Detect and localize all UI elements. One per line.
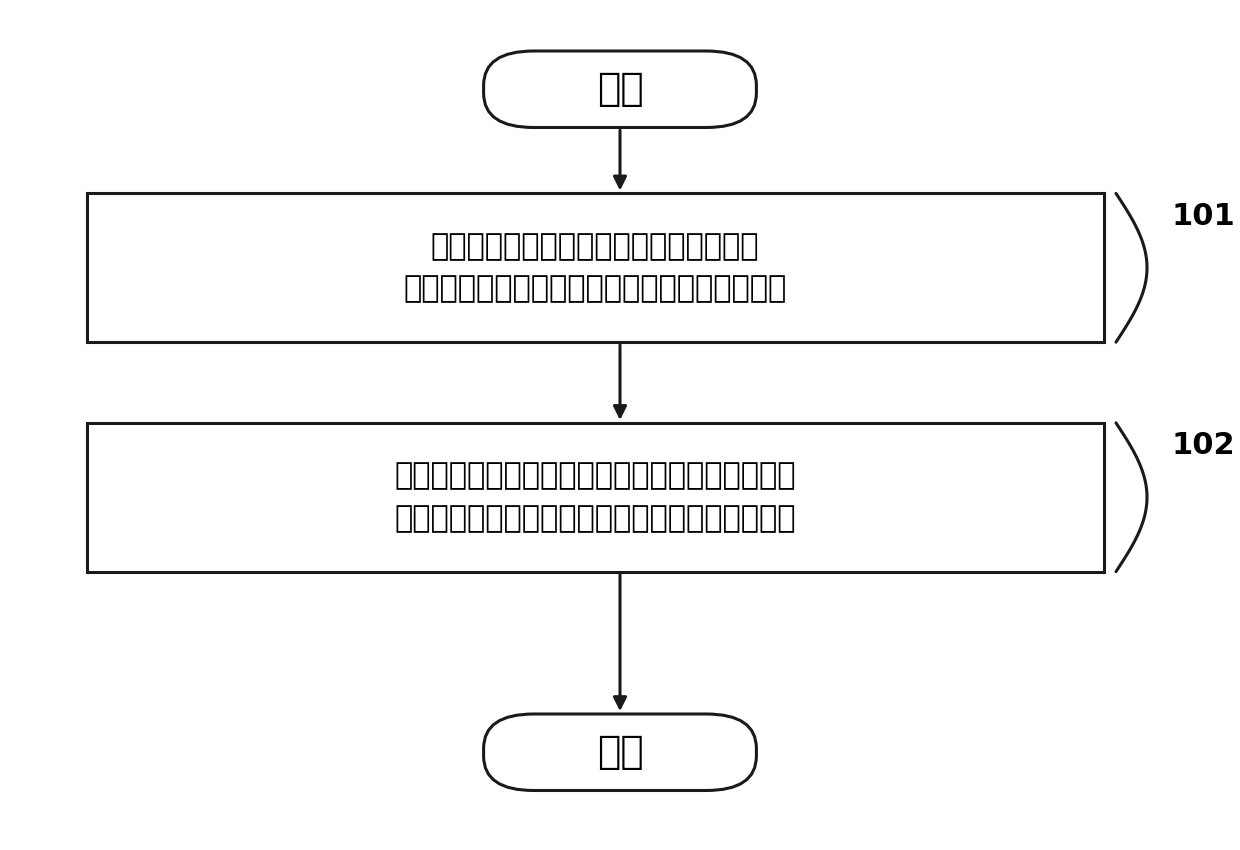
Text: 101: 101 <box>1172 202 1235 231</box>
Text: 结束: 结束 <box>596 734 644 771</box>
Text: 102: 102 <box>1172 432 1235 461</box>
Bar <box>87 423 1104 572</box>
Bar <box>87 194 1104 343</box>
FancyBboxPatch shape <box>484 51 756 128</box>
Text: 检查辅用户是否与主用户在同一小区内，如果不在
同一小区内，将辅用户接入到主用户所在的小区内: 检查辅用户是否与主用户在同一小区内，如果不在 同一小区内，将辅用户接入到主用户所… <box>394 462 796 533</box>
Text: 对通过同一多用户终端接入的多个用户，
识别主用户和辅用户，并将主用户和辅用户绑定: 对通过同一多用户终端接入的多个用户， 识别主用户和辅用户，并将主用户和辅用户绑定 <box>403 232 787 303</box>
Text: 开始: 开始 <box>596 71 644 108</box>
FancyBboxPatch shape <box>484 714 756 791</box>
